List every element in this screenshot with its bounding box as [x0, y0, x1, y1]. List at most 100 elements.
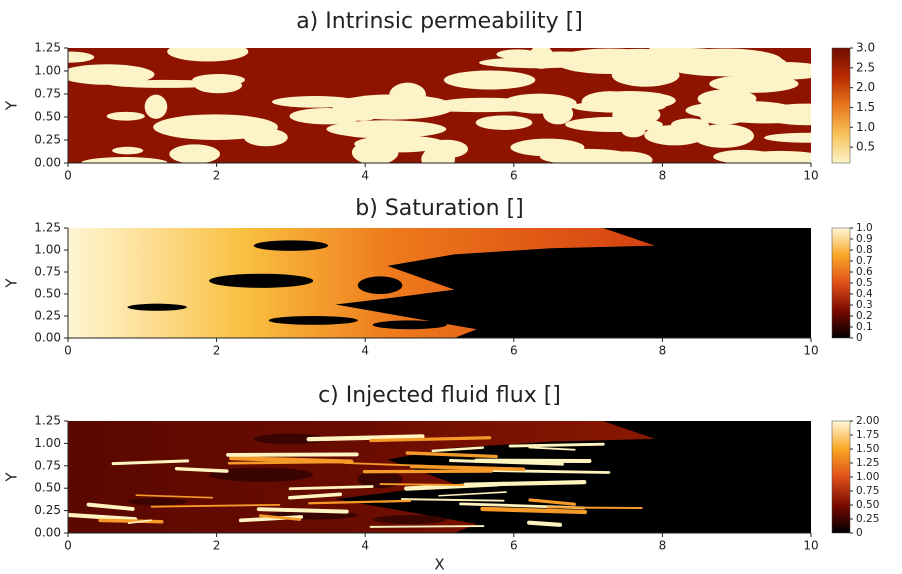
- field-shape: [372, 320, 447, 330]
- colorbar-tick-label: 0.5: [856, 277, 873, 289]
- colorbar-tick-label: 3.0: [856, 41, 875, 55]
- field-streak: [344, 462, 432, 467]
- colorbar-tick-label: 2.5: [856, 60, 875, 74]
- y-tick-label: 0.25: [34, 503, 61, 517]
- field-streak: [227, 460, 351, 465]
- field-streak: [404, 482, 500, 491]
- field-streak: [379, 483, 465, 487]
- field-streak: [527, 520, 563, 527]
- colorbar-tick-label: 1.00: [856, 471, 879, 483]
- x-tick-label: 0: [64, 169, 72, 183]
- y-tick-label: 0.50: [34, 481, 61, 495]
- colorbar-tick-label: 1.50: [856, 443, 879, 455]
- x-tick-label: 10: [803, 539, 818, 553]
- x-tick-label: 4: [361, 539, 369, 553]
- field-shape: [81, 157, 168, 163]
- colorbar-tick-label: 0.8: [856, 244, 873, 256]
- field-shape: [107, 79, 223, 88]
- field-shape: [729, 150, 811, 163]
- field-shape: [565, 116, 663, 133]
- field-streak: [68, 512, 138, 522]
- y-tick-label: 0.25: [34, 309, 61, 323]
- panel-title: c) Injected fluid flux []: [318, 383, 561, 408]
- field-shape: [106, 111, 145, 121]
- x-tick-label: 10: [803, 169, 818, 183]
- y-axis-label: Y: [3, 278, 21, 289]
- x-tick-label: 6: [510, 539, 518, 553]
- y-axis-label: Y: [3, 472, 21, 483]
- field-shape: [475, 115, 533, 130]
- y-tick-label: 0.00: [34, 156, 61, 170]
- field-streak: [111, 459, 190, 466]
- y-tick-label: 0.75: [34, 87, 61, 101]
- field-shape: [68, 64, 155, 85]
- field: [68, 421, 811, 533]
- colorbar-tick-label: 1.0: [856, 120, 875, 134]
- colorbar-tick-label: 0.25: [856, 513, 879, 525]
- field-shape: [357, 276, 403, 295]
- colorbar-tick-label: 0.75: [856, 485, 879, 497]
- x-tick-label: 2: [213, 169, 221, 183]
- field-shape: [253, 240, 329, 251]
- field-streak: [362, 469, 494, 474]
- field-streak: [528, 446, 576, 451]
- field-shape: [268, 316, 358, 325]
- y-tick-label: 1.00: [34, 64, 61, 78]
- field-streak: [174, 466, 229, 473]
- field-streak: [306, 434, 425, 442]
- colorbar: [831, 227, 851, 339]
- x-tick-label: 8: [659, 169, 667, 183]
- x-tick-label: 8: [659, 539, 667, 553]
- field-shape: [253, 433, 329, 445]
- field-streak: [150, 503, 281, 508]
- colorbar-tick-label: 0.4: [856, 288, 873, 300]
- x-axis-label: X: [434, 556, 444, 574]
- field-shape: [209, 467, 314, 482]
- field-streak: [135, 494, 214, 499]
- panel: a) Intrinsic permeability [] 0 2 4 6 8 10 0.00 0…: [3, 9, 876, 183]
- colorbar-tick-label: 0.5: [856, 140, 875, 154]
- y-tick-label: 1.25: [34, 221, 61, 235]
- y-tick-label: 1.00: [34, 436, 61, 450]
- y-tick-label: 0.00: [34, 526, 61, 540]
- field-streak: [86, 502, 135, 511]
- y-tick-label: 0.75: [34, 265, 61, 279]
- field-streak: [431, 446, 485, 453]
- x-tick-label: 2: [213, 539, 221, 553]
- panel-title: a) Intrinsic permeability []: [296, 9, 583, 34]
- y-tick-label: 1.25: [34, 41, 61, 55]
- colorbar-tick-label: 0.1: [856, 321, 873, 333]
- field-streak: [369, 525, 485, 528]
- colorbar-tick-label: 0.50: [856, 499, 879, 511]
- field: [68, 48, 811, 163]
- field-streak: [127, 519, 152, 524]
- colorbar-tick-label: 1.75: [856, 429, 879, 441]
- field-shape: [169, 144, 221, 163]
- field-shape: [209, 273, 314, 288]
- x-tick-label: 4: [361, 344, 369, 358]
- y-tick-label: 0.50: [34, 110, 61, 124]
- field-streak: [288, 492, 343, 500]
- colorbar-tick-label: 1.0: [856, 222, 873, 234]
- field-shape: [692, 124, 754, 148]
- field-shape: [697, 89, 757, 109]
- y-tick-label: 0.00: [34, 331, 61, 345]
- field-shape: [153, 114, 278, 140]
- field-streak: [256, 507, 349, 514]
- field-shape: [167, 48, 249, 62]
- field: [68, 228, 811, 338]
- field-streak: [98, 518, 164, 524]
- field-shape: [332, 94, 455, 120]
- field-streak: [400, 498, 505, 502]
- field-shape: [127, 303, 187, 311]
- field-shape: [351, 140, 399, 163]
- field-shape: [127, 498, 187, 506]
- field-streak: [508, 442, 605, 448]
- field-shape: [112, 146, 144, 155]
- x-tick-label: 6: [510, 344, 518, 358]
- field-shape: [670, 118, 710, 132]
- y-tick-label: 1.25: [34, 414, 61, 428]
- field-shape: [599, 151, 653, 163]
- field-streak: [369, 436, 492, 443]
